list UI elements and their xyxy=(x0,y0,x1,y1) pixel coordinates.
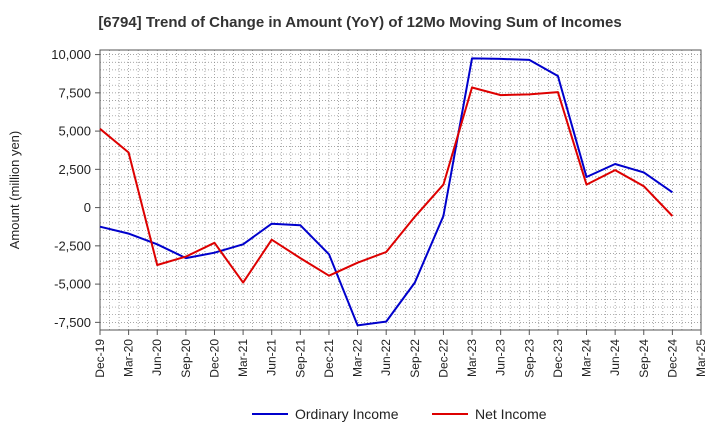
y-tick-label: -5,000 xyxy=(54,277,91,292)
x-tick-label: Sep-23 xyxy=(522,339,536,378)
x-tick-label: Mar-23 xyxy=(465,339,479,377)
y-tick-label: 10,000 xyxy=(51,47,91,62)
series-lines xyxy=(99,57,674,327)
y-tick-label: -2,500 xyxy=(54,238,91,253)
legend: Ordinary Income Net Income xyxy=(252,406,547,422)
y-tick-label: 2,500 xyxy=(58,162,91,177)
x-tick-label: Sep-20 xyxy=(179,339,193,378)
x-tick-label: Jun-21 xyxy=(265,339,279,376)
y-tick-label: -7,500 xyxy=(54,315,91,330)
x-tick-label: Mar-22 xyxy=(351,339,365,377)
y-tick-label: 7,500 xyxy=(58,85,91,100)
y-tick-label: 0 xyxy=(84,200,91,215)
x-tick-label: Dec-20 xyxy=(207,339,221,378)
x-tick-label: Sep-21 xyxy=(293,339,307,378)
plot-frame xyxy=(99,49,702,331)
x-tick-label: Sep-22 xyxy=(408,339,422,378)
y-axis-label: Amount (million yen) xyxy=(7,131,22,250)
x-tick-label: Mar-21 xyxy=(236,339,250,377)
y-tick-label: 5,000 xyxy=(58,124,91,139)
grid-lines xyxy=(100,50,701,330)
series-line-net-income xyxy=(99,86,674,284)
x-tick-label: Jun-23 xyxy=(494,339,508,376)
x-axis-ticks: Dec-19 Mar-20 Jun-20 Sep-20 Dec-20 Mar-21 Jun-… xyxy=(93,330,708,378)
y-axis-ticks: 10,000 7,500 5,000 2,500 0 -2,500 -5,000 -7,500 xyxy=(51,47,100,330)
x-tick-label: Mar-20 xyxy=(122,339,136,377)
x-tick-label: Dec-19 xyxy=(93,339,107,378)
x-tick-label: Mar-25 xyxy=(694,339,708,377)
x-tick-label: Dec-24 xyxy=(665,339,679,378)
x-tick-label: Dec-21 xyxy=(322,339,336,378)
x-tick-label: Dec-22 xyxy=(436,339,450,378)
x-tick-label: Jun-20 xyxy=(150,339,164,376)
x-tick-label: Sep-24 xyxy=(637,339,651,378)
x-tick-label: Jun-22 xyxy=(379,339,393,376)
legend-label: Net Income xyxy=(475,406,547,422)
legend-label: Ordinary Income xyxy=(295,406,399,422)
series-line-ordinary-income xyxy=(99,57,673,327)
x-tick-label: Mar-24 xyxy=(580,339,594,377)
chart-title: [6794] Trend of Change in Amount (YoY) o… xyxy=(98,14,622,31)
x-tick-label: Jun-24 xyxy=(608,339,622,376)
x-tick-label: Dec-23 xyxy=(551,339,565,378)
